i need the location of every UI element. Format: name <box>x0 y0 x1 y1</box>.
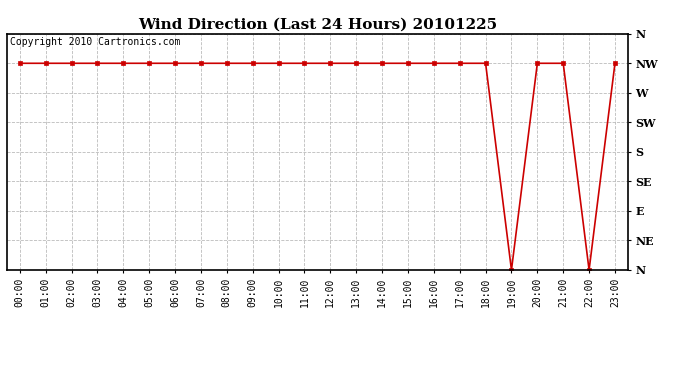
Title: Wind Direction (Last 24 Hours) 20101225: Wind Direction (Last 24 Hours) 20101225 <box>138 17 497 31</box>
Text: Copyright 2010 Cartronics.com: Copyright 2010 Cartronics.com <box>10 37 180 47</box>
